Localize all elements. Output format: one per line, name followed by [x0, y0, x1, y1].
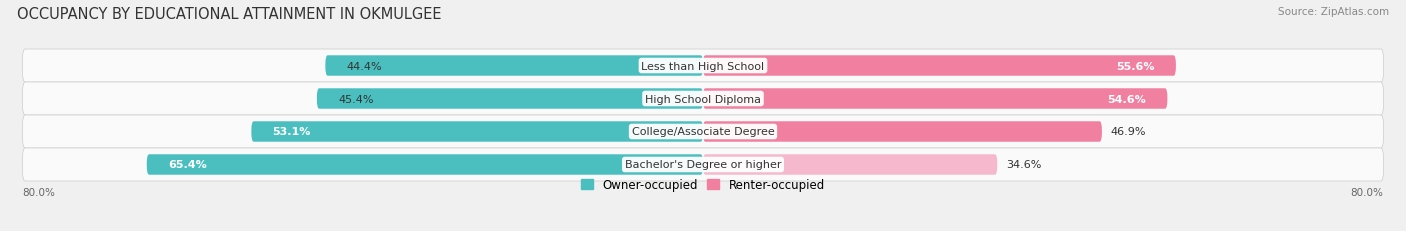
Legend: Owner-occupied, Renter-occupied: Owner-occupied, Renter-occupied — [581, 178, 825, 191]
FancyBboxPatch shape — [703, 89, 1167, 109]
FancyBboxPatch shape — [316, 89, 703, 109]
Text: College/Associate Degree: College/Associate Degree — [631, 127, 775, 137]
FancyBboxPatch shape — [703, 122, 1102, 142]
Text: 65.4%: 65.4% — [167, 160, 207, 170]
FancyBboxPatch shape — [146, 155, 703, 175]
FancyBboxPatch shape — [22, 116, 1384, 148]
FancyBboxPatch shape — [325, 56, 703, 76]
Text: Bachelor's Degree or higher: Bachelor's Degree or higher — [624, 160, 782, 170]
Text: 46.9%: 46.9% — [1111, 127, 1146, 137]
Text: 34.6%: 34.6% — [1005, 160, 1042, 170]
Text: High School Diploma: High School Diploma — [645, 94, 761, 104]
Text: Less than High School: Less than High School — [641, 61, 765, 71]
Text: Source: ZipAtlas.com: Source: ZipAtlas.com — [1278, 7, 1389, 17]
FancyBboxPatch shape — [252, 122, 703, 142]
FancyBboxPatch shape — [703, 155, 997, 175]
Text: 55.6%: 55.6% — [1116, 61, 1154, 71]
Text: OCCUPANCY BY EDUCATIONAL ATTAINMENT IN OKMULGEE: OCCUPANCY BY EDUCATIONAL ATTAINMENT IN O… — [17, 7, 441, 22]
Text: 80.0%: 80.0% — [1351, 187, 1384, 197]
Text: 80.0%: 80.0% — [22, 187, 55, 197]
Text: 54.6%: 54.6% — [1108, 94, 1146, 104]
Text: 44.4%: 44.4% — [347, 61, 382, 71]
Text: 53.1%: 53.1% — [273, 127, 311, 137]
FancyBboxPatch shape — [703, 56, 1175, 76]
FancyBboxPatch shape — [22, 50, 1384, 83]
FancyBboxPatch shape — [22, 83, 1384, 116]
Text: 45.4%: 45.4% — [337, 94, 374, 104]
FancyBboxPatch shape — [22, 148, 1384, 181]
